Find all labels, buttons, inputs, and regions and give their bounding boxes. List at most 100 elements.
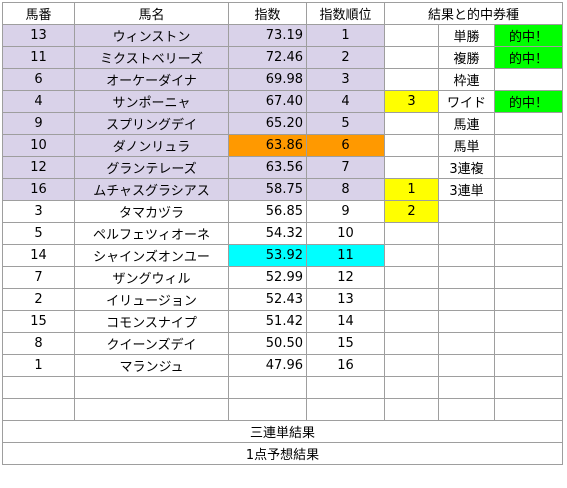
horse-number-cell[interactable]: 9 [2, 112, 75, 135]
index-rank-cell[interactable]: 4 [306, 90, 385, 113]
horse-number-cell[interactable]: 15 [2, 310, 75, 333]
index-rank-cell[interactable]: 6 [306, 134, 385, 157]
result-mark-cell[interactable] [384, 332, 439, 355]
horse-number-cell[interactable]: 7 [2, 266, 75, 289]
header-horse-name[interactable]: 馬名 [74, 2, 229, 25]
empty-cell[interactable] [494, 376, 563, 399]
index-rank-cell[interactable]: 14 [306, 310, 385, 333]
hit-cell[interactable] [494, 68, 563, 91]
result-mark-cell[interactable] [384, 222, 439, 245]
horse-number-cell[interactable]: 1 [2, 354, 75, 377]
horse-name-cell[interactable]: オーケーダイナ [74, 68, 229, 91]
horse-number-cell[interactable]: 3 [2, 200, 75, 223]
header-results-bet-types[interactable]: 結果と的中券種 [384, 2, 563, 25]
header-horse-number[interactable]: 馬番 [2, 2, 75, 25]
horse-name-cell[interactable]: タマカヅラ [74, 200, 229, 223]
horse-name-cell[interactable]: ダノンリュラ [74, 134, 229, 157]
empty-cell[interactable] [228, 376, 307, 399]
bet-type-cell[interactable]: 3連単 [438, 178, 495, 201]
index-cell[interactable]: 50.50 [228, 332, 307, 355]
empty-cell[interactable] [438, 376, 495, 399]
bet-type-cell[interactable]: 馬連 [438, 112, 495, 135]
empty-cell[interactable] [74, 398, 229, 421]
horse-name-cell[interactable]: コモンスナイプ [74, 310, 229, 333]
horse-name-cell[interactable]: ペルフェツィオーネ [74, 222, 229, 245]
index-cell[interactable]: 65.20 [228, 112, 307, 135]
index-cell[interactable]: 58.75 [228, 178, 307, 201]
result-mark-cell[interactable] [384, 156, 439, 179]
index-rank-cell[interactable]: 5 [306, 112, 385, 135]
index-rank-cell[interactable]: 7 [306, 156, 385, 179]
bet-type-cell[interactable] [438, 244, 495, 267]
horse-number-cell[interactable]: 8 [2, 332, 75, 355]
header-index[interactable]: 指数 [228, 2, 307, 25]
result-mark-cell[interactable]: 2 [384, 200, 439, 223]
result-mark-cell[interactable] [384, 112, 439, 135]
result-mark-cell[interactable] [384, 354, 439, 377]
index-rank-cell[interactable]: 13 [306, 288, 385, 311]
horse-name-cell[interactable]: ウィンストン [74, 24, 229, 47]
empty-cell[interactable] [306, 398, 385, 421]
index-rank-cell[interactable]: 9 [306, 200, 385, 223]
index-cell[interactable]: 56.85 [228, 200, 307, 223]
result-mark-cell[interactable]: 1 [384, 178, 439, 201]
empty-cell[interactable] [2, 376, 75, 399]
bet-type-cell[interactable]: 複勝 [438, 46, 495, 69]
hit-cell[interactable] [494, 112, 563, 135]
index-rank-cell[interactable]: 10 [306, 222, 385, 245]
empty-cell[interactable] [384, 376, 439, 399]
hit-cell[interactable]: 的中！ [494, 90, 563, 113]
index-cell[interactable]: 72.46 [228, 46, 307, 69]
bet-type-cell[interactable] [438, 310, 495, 333]
horse-name-cell[interactable]: スプリングデイ [74, 112, 229, 135]
horse-name-cell[interactable]: ムチャスグラシアス [74, 178, 229, 201]
index-cell[interactable]: 52.43 [228, 288, 307, 311]
horse-name-cell[interactable]: クイーンズデイ [74, 332, 229, 355]
horse-number-cell[interactable]: 12 [2, 156, 75, 179]
index-rank-cell[interactable]: 11 [306, 244, 385, 267]
hit-cell[interactable] [494, 266, 563, 289]
result-mark-cell[interactable] [384, 244, 439, 267]
hit-cell[interactable] [494, 222, 563, 245]
header-index-rank[interactable]: 指数順位 [306, 2, 385, 25]
hit-cell[interactable] [494, 332, 563, 355]
index-rank-cell[interactable]: 2 [306, 46, 385, 69]
empty-cell[interactable] [494, 398, 563, 421]
bet-type-cell[interactable]: 馬単 [438, 134, 495, 157]
hit-cell[interactable] [494, 200, 563, 223]
horse-number-cell[interactable]: 5 [2, 222, 75, 245]
result-mark-cell[interactable] [384, 288, 439, 311]
empty-cell[interactable] [228, 398, 307, 421]
horse-number-cell[interactable]: 16 [2, 178, 75, 201]
hit-cell[interactable]: 的中！ [494, 46, 563, 69]
horse-number-cell[interactable]: 4 [2, 90, 75, 113]
index-cell[interactable]: 47.96 [228, 354, 307, 377]
index-cell[interactable]: 51.42 [228, 310, 307, 333]
bet-type-cell[interactable] [438, 288, 495, 311]
index-cell[interactable]: 67.40 [228, 90, 307, 113]
bet-type-cell[interactable]: 枠連 [438, 68, 495, 91]
hit-cell[interactable] [494, 244, 563, 267]
empty-cell[interactable] [306, 376, 385, 399]
horse-name-cell[interactable]: シャインズオンユー [74, 244, 229, 267]
hit-cell[interactable] [494, 310, 563, 333]
hit-cell[interactable] [494, 354, 563, 377]
result-mark-cell[interactable] [384, 310, 439, 333]
hit-cell[interactable] [494, 288, 563, 311]
index-cell[interactable]: 73.19 [228, 24, 307, 47]
horse-name-cell[interactable]: サンポーニャ [74, 90, 229, 113]
bet-type-cell[interactable] [438, 332, 495, 355]
bet-type-cell[interactable] [438, 354, 495, 377]
result-mark-cell[interactable]: 3 [384, 90, 439, 113]
index-rank-cell[interactable]: 8 [306, 178, 385, 201]
hit-cell[interactable] [494, 134, 563, 157]
index-rank-cell[interactable]: 12 [306, 266, 385, 289]
index-cell[interactable]: 52.99 [228, 266, 307, 289]
empty-cell[interactable] [74, 376, 229, 399]
index-rank-cell[interactable]: 16 [306, 354, 385, 377]
result-mark-cell[interactable] [384, 134, 439, 157]
empty-cell[interactable] [438, 398, 495, 421]
trifecta-result-label[interactable]: 三連単結果 [2, 420, 563, 443]
horse-name-cell[interactable]: イリュージョン [74, 288, 229, 311]
result-mark-cell[interactable] [384, 46, 439, 69]
